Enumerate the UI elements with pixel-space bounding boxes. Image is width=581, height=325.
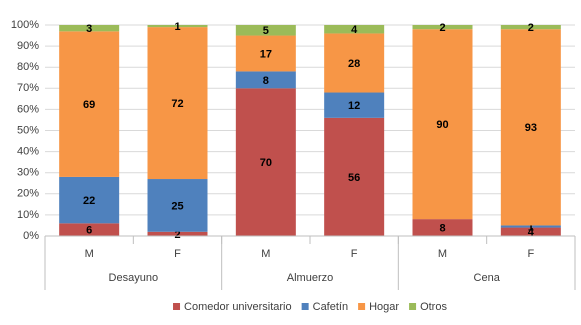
bar-segment [412, 219, 473, 236]
data-label: 90 [436, 119, 448, 131]
bar-segment [412, 29, 473, 220]
y-tick-label: 60% [17, 103, 39, 115]
data-label: 5 [263, 25, 269, 37]
bar-segment [324, 33, 385, 93]
legend-label: Comedor universitario [184, 301, 292, 313]
y-tick-label: 30% [17, 167, 39, 179]
legend-swatch [358, 303, 366, 310]
y-tick-label: 80% [17, 61, 39, 73]
data-label: 1 [174, 21, 180, 33]
data-label: 93 [525, 122, 537, 134]
legend-swatch [409, 303, 417, 310]
bar-segment [500, 227, 561, 236]
bar-segment [412, 25, 473, 30]
legend-label: Cafetín [313, 301, 348, 313]
data-label: 56 [348, 172, 360, 184]
bar-segment [324, 117, 385, 236]
data-label: 8 [439, 222, 445, 234]
bar-segment [235, 88, 296, 236]
legend-label: Hogar [369, 301, 399, 313]
y-tick-label: 100% [11, 19, 39, 31]
y-tick-label: 90% [17, 40, 39, 52]
x-tick-label: F [351, 248, 358, 260]
bar-segment [59, 25, 120, 32]
group-label: Almuerzo [287, 272, 333, 284]
legend-swatch [301, 303, 309, 310]
data-label: 1 [528, 221, 534, 233]
data-label: 2 [439, 22, 445, 34]
bar-segment [235, 71, 296, 89]
y-tick-label: 10% [17, 209, 39, 221]
bar-segment [500, 225, 561, 228]
data-label: 12 [348, 100, 360, 112]
x-tick-label: M [85, 248, 94, 260]
x-tick-label: F [527, 248, 534, 260]
bar-segment [235, 25, 296, 36]
data-label: 17 [260, 48, 272, 60]
legend-label: Otros [420, 301, 447, 313]
bar-segment [235, 35, 296, 72]
data-label: 8 [263, 75, 269, 87]
bar-segment [147, 27, 208, 180]
bar-segment [324, 92, 385, 118]
bar-segment [324, 25, 385, 34]
bar-segment [500, 25, 561, 30]
data-label: 6 [86, 225, 92, 237]
data-label: 22 [83, 195, 95, 207]
bar-segment [59, 176, 120, 224]
data-label: 2 [174, 229, 180, 241]
data-label: 3 [86, 23, 92, 35]
data-label: 4 [351, 24, 358, 36]
data-label: 25 [171, 200, 183, 212]
y-tick-label: 20% [17, 188, 39, 200]
data-label: 70 [260, 157, 272, 169]
bar-segment [147, 179, 208, 232]
group-label: Cena [474, 272, 501, 284]
data-label: 2 [528, 22, 534, 34]
y-tick-label: 70% [17, 82, 39, 94]
bar-segment [500, 29, 561, 226]
group-label: Desayuno [109, 272, 159, 284]
x-tick-label: M [261, 248, 270, 260]
x-tick-label: M [438, 248, 447, 260]
data-label: 69 [83, 99, 95, 111]
bar-segment [59, 31, 120, 177]
bar-segment [59, 223, 120, 236]
data-label: 4 [528, 227, 535, 239]
y-tick-label: 40% [17, 146, 39, 158]
data-label: 28 [348, 58, 360, 70]
legend-swatch [173, 303, 181, 310]
bar-segment [147, 25, 208, 28]
bar-segment [147, 231, 208, 236]
data-label: 72 [171, 98, 183, 110]
y-tick-label: 50% [17, 124, 39, 136]
x-tick-label: F [174, 248, 181, 260]
y-tick-label: 0% [23, 230, 39, 242]
